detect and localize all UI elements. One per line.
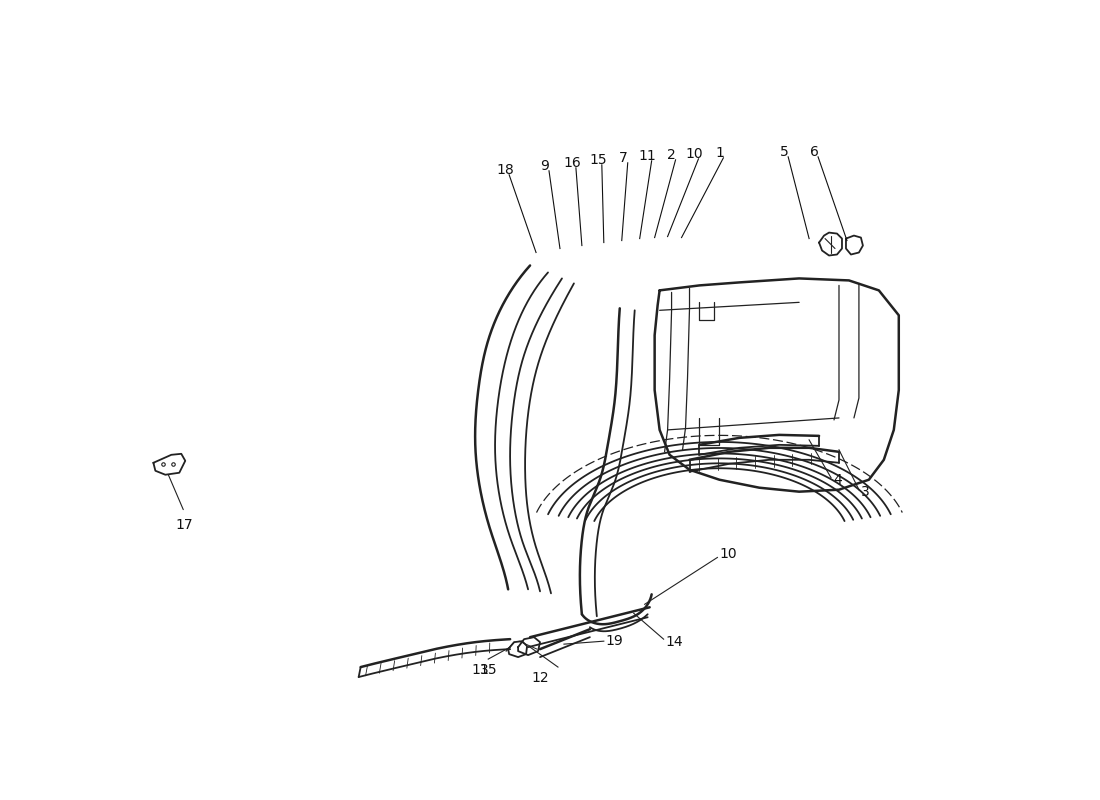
Text: 2: 2 (668, 148, 676, 162)
Text: 13: 13 (472, 663, 490, 677)
Text: 15: 15 (588, 153, 606, 167)
Text: 7: 7 (619, 151, 628, 165)
Text: 1: 1 (715, 146, 724, 160)
Text: 10: 10 (719, 547, 737, 562)
Text: 4: 4 (833, 473, 842, 486)
Text: 12: 12 (531, 671, 549, 685)
Text: 5: 5 (780, 145, 789, 159)
Text: 6: 6 (810, 145, 818, 159)
Text: 17: 17 (176, 518, 194, 531)
Text: 18: 18 (496, 163, 514, 177)
Text: 15: 15 (480, 663, 497, 677)
Text: 14: 14 (666, 635, 683, 649)
Text: 11: 11 (639, 149, 657, 163)
Text: 9: 9 (540, 159, 550, 173)
Text: 16: 16 (563, 156, 581, 170)
Text: 10: 10 (685, 147, 703, 161)
Text: 3: 3 (861, 485, 870, 498)
Text: 19: 19 (606, 634, 624, 648)
